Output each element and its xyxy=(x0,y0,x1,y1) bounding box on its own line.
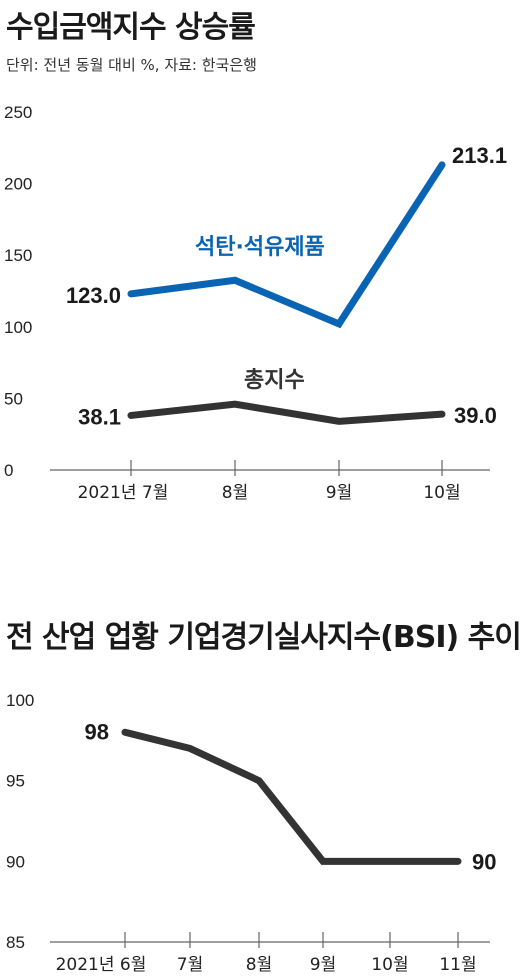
c2-x-tick-label: 8월 xyxy=(246,955,272,975)
c2-y-tick-label: 90 xyxy=(6,852,25,871)
c2-y-tick-label: 85 xyxy=(6,933,25,952)
c2-x-tick-label: 11월 xyxy=(439,955,476,975)
c1-series-line-0 xyxy=(127,161,446,329)
c1-data-label: 123.0 xyxy=(66,283,121,308)
c2-data-label: 90 xyxy=(472,849,496,874)
c2-x-tick-label: 9월 xyxy=(310,955,336,975)
c1-y-tick-label: 150 xyxy=(4,246,32,265)
chart1-title: 수입금액지수 상승률 xyxy=(6,10,256,45)
c2-series-line-0 xyxy=(121,728,462,865)
c1-y-tick-label: 200 xyxy=(4,175,32,194)
c1-x-tick-label: 9월 xyxy=(326,483,352,503)
c2-x-tick-label: 7월 xyxy=(177,955,203,975)
c1-y-tick-label: 250 xyxy=(4,103,32,122)
c1-y-tick-label: 0 xyxy=(4,461,13,480)
chart1-subtitle: 단위: 전년 동월 대비 %, 자료: 한국은행 xyxy=(6,56,257,74)
c1-x-tick-label: 8월 xyxy=(222,483,248,503)
c2-x-tick-label: 10월 xyxy=(371,955,408,975)
c1-series-line-1 xyxy=(127,400,446,425)
c1-x-tick-label: 2021년 7월 xyxy=(78,483,169,503)
c1-series-name: 석탄·석유제품 xyxy=(195,235,325,260)
c2-y-tick-label: 95 xyxy=(6,772,25,791)
chart2-title: 전 산업 업황 기업경기실사지수(BSI) 추이 xyxy=(6,620,522,655)
c2-x-tick-label: 2021년 6월 xyxy=(56,955,147,975)
c1-y-tick-label: 100 xyxy=(4,318,32,337)
c1-x-tick-label: 10월 xyxy=(423,483,460,503)
c1-data-label: 38.1 xyxy=(78,404,121,429)
c1-data-label: 213.1 xyxy=(452,143,507,168)
c1-y-tick-label: 50 xyxy=(4,389,23,408)
c1-data-label: 39.0 xyxy=(454,403,497,428)
chart1-plot: 0 50 100 150 200 250 2021년 7월 8월 9월 10월 123.0 213.1… xyxy=(4,103,507,503)
c2-y-tick-label: 100 xyxy=(6,691,34,710)
c1-series-name: 총지수 xyxy=(244,368,305,393)
c2-data-label: 98 xyxy=(85,719,109,744)
